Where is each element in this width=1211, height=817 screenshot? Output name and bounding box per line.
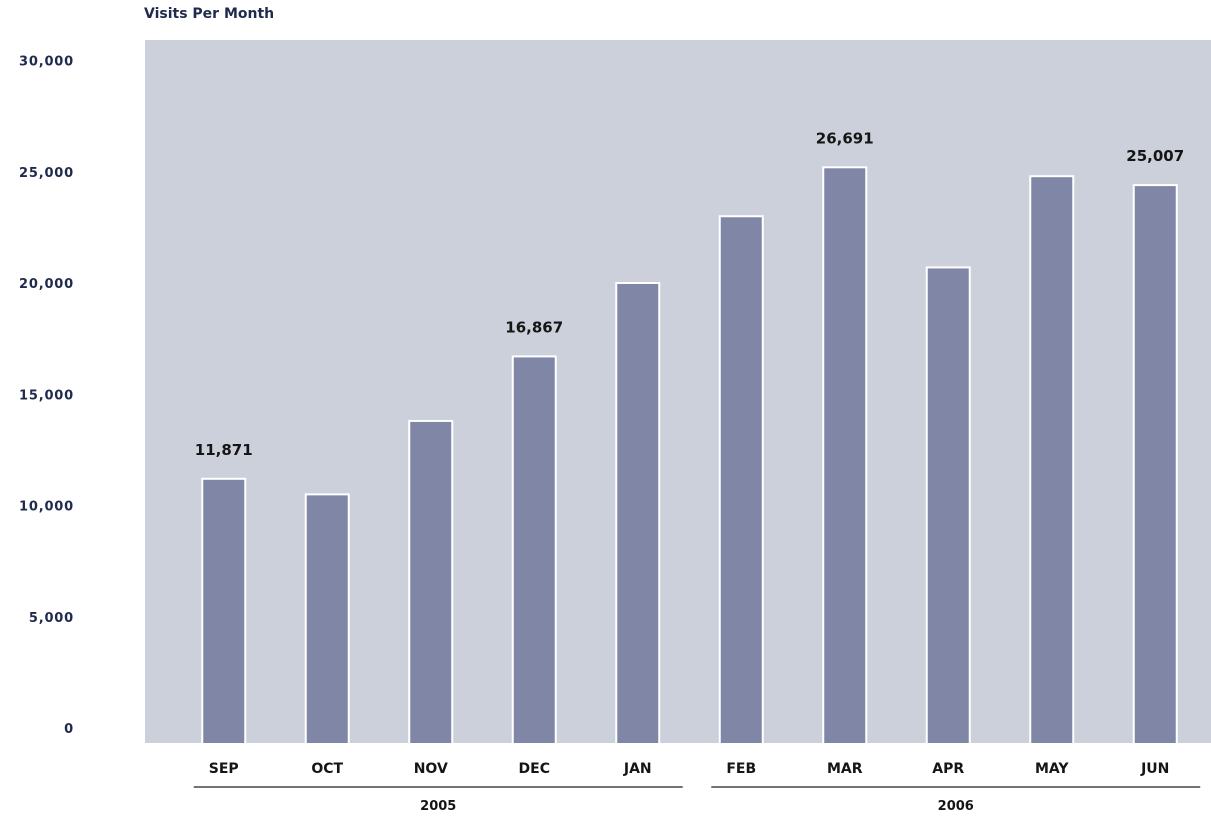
bar [511,355,557,745]
bar [925,266,971,745]
x-axis-ticks: SEP OCT NOV DEC JAN FEB MAR APR MAY JUN [209,761,1170,777]
bar [408,419,454,745]
x-tick-label: JUN [1140,761,1169,777]
x-tick-label: OCT [311,761,343,777]
bar [822,166,868,746]
bar [1132,184,1178,746]
x-tick-label: DEC [519,761,550,777]
bar [201,477,247,745]
bar [615,282,661,745]
y-axis-ticks: 0 5,000 10,000 15,000 20,000 25,000 30,000 [19,55,74,738]
bar [718,215,764,745]
year-groups: 2005 2006 [193,786,1201,814]
year-group-label: 2006 [938,799,974,814]
x-tick-label: JAN [623,761,652,777]
bar-value-label: 26,691 [816,129,874,147]
year-group-label: 2005 [420,799,456,814]
bars [201,166,1178,746]
bar-value-labels: 11,871 16,867 26,691 25,007 [195,129,1184,459]
x-tick-label: FEB [726,761,756,777]
bar [1029,175,1075,745]
y-tick-label: 10,000 [19,500,74,515]
y-tick-label: 15,000 [19,388,74,403]
y-tick-label: 25,000 [19,166,74,181]
x-tick-label: MAR [827,761,863,777]
y-tick-label: 20,000 [19,277,74,292]
x-tick-label: MAY [1035,761,1069,777]
x-tick-label: SEP [209,761,239,777]
y-tick-label: 0 [64,722,74,737]
bar-value-label: 11,871 [195,441,253,459]
x-tick-label: NOV [414,761,448,777]
bar-value-label: 25,007 [1126,147,1184,165]
bar-value-label: 16,867 [505,318,563,336]
y-tick-label: 5,000 [29,611,74,626]
y-tick-label: 30,000 [19,55,74,70]
bar [304,493,350,745]
chart-title: Visits Per Month [144,6,275,22]
x-tick-label: APR [932,761,964,777]
